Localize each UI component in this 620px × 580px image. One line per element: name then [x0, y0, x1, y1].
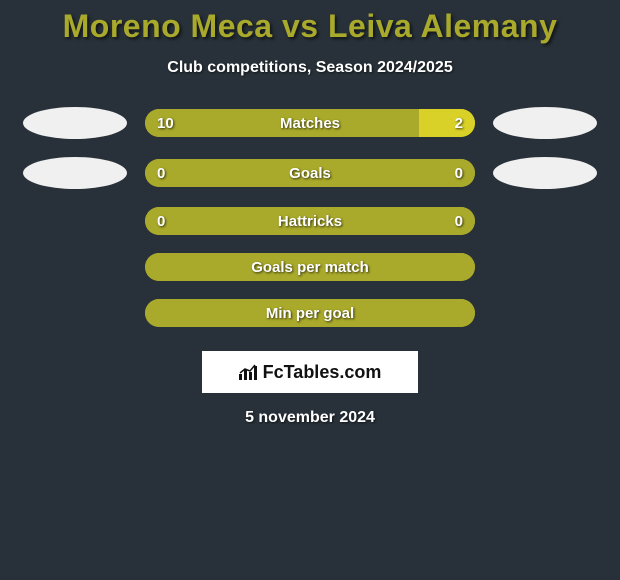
stat-row: 102Matches: [0, 107, 620, 139]
stat-label: Hattricks: [145, 207, 475, 235]
player-left-avatar: [23, 107, 127, 139]
stat-bar: 102Matches: [145, 109, 475, 137]
comparison-card: Moreno Meca vs Leiva Alemany Club compet…: [0, 0, 620, 427]
source-logo-text: FcTables.com: [263, 362, 382, 382]
source-logo: FcTables.com: [202, 351, 418, 393]
stat-label: Min per goal: [145, 299, 475, 327]
player-left-name: Moreno Meca: [63, 8, 273, 44]
stat-bar: Min per goal: [145, 299, 475, 327]
player-right-avatar: [493, 107, 597, 139]
stat-label: Goals: [145, 159, 475, 187]
player-right-name: Leiva Alemany: [328, 8, 557, 44]
page-title: Moreno Meca vs Leiva Alemany: [0, 8, 620, 45]
player-right-avatar: [493, 157, 597, 189]
stat-label: Goals per match: [145, 253, 475, 281]
player-left-avatar: [23, 157, 127, 189]
subtitle: Club competitions, Season 2024/2025: [0, 59, 620, 77]
stat-row: 00Goals: [0, 157, 620, 189]
stat-bar: Goals per match: [145, 253, 475, 281]
vs-text: vs: [282, 8, 319, 44]
stat-row: 00Hattricks: [0, 207, 620, 235]
stat-bar: 00Goals: [145, 159, 475, 187]
date-text: 5 november 2024: [0, 409, 620, 427]
chart-icon: [239, 364, 259, 380]
stat-bar: 00Hattricks: [145, 207, 475, 235]
stat-row: Min per goal: [0, 299, 620, 327]
stats-list: 102Matches 00Goals 00Hattricks Goals per ma…: [0, 107, 620, 327]
stat-label: Matches: [145, 109, 475, 137]
stat-row: Goals per match: [0, 253, 620, 281]
